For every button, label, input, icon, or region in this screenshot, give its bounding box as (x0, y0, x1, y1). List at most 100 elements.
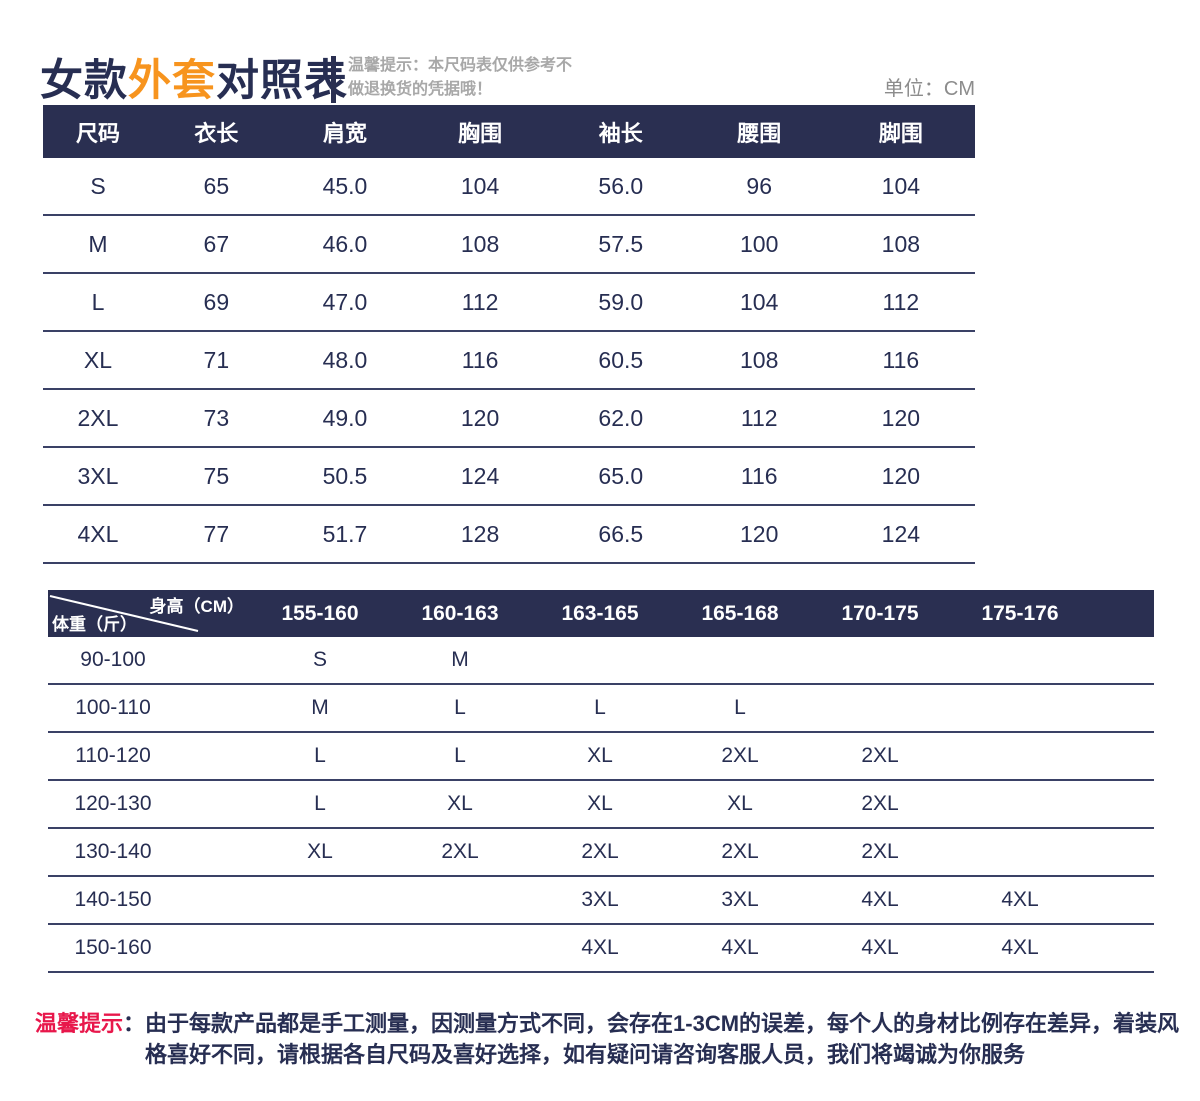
size-cell: 66.5 (598, 520, 644, 547)
size-cell: 120 (740, 520, 779, 547)
size-cell: 69 (203, 288, 230, 315)
hw-header-cell: 170-175 (841, 601, 919, 625)
hw-size-cell: XL (587, 792, 613, 815)
size-cell: 65 (203, 172, 230, 199)
footer-note: 温馨提示： 由于每款产品都是手工测量，因测量方式不同，会存在1-3CM的误差，每… (35, 1008, 1185, 1070)
hw-size-cell: L (454, 696, 466, 719)
hw-size-cell: 3XL (721, 888, 759, 911)
hw-weight-label: 90-100 (80, 648, 146, 671)
size-table-row: L 69 47.0 112 59.0 104 112 (43, 274, 975, 332)
size-header-cell: 胸围 (458, 120, 503, 146)
hw-weight-label: 150-160 (74, 936, 152, 959)
hw-table-row: 100-110 M L L L (48, 685, 1154, 733)
size-cell: 104 (740, 288, 779, 315)
size-cell: L (91, 288, 105, 315)
hw-size-cell: L (454, 744, 466, 767)
size-cell: 47.0 (322, 288, 368, 315)
hw-size-cell: S (312, 648, 327, 671)
size-cell: 75 (203, 462, 230, 489)
size-cell: 112 (461, 288, 499, 315)
size-table-row: 2XL 73 49.0 120 62.0 112 120 (43, 390, 975, 448)
size-cell: 51.7 (322, 520, 368, 547)
hw-corner-cell: 身高（CM） 体重（斤） (48, 590, 250, 637)
size-cell: 104 (881, 172, 921, 199)
size-cell: 60.5 (598, 346, 644, 373)
corner-label-weight: 体重（斤） (52, 615, 137, 634)
footer-label-wrap: 温馨提示： (35, 1008, 145, 1070)
hw-size-cell: L (314, 792, 326, 815)
title-part-women: 女款 (40, 57, 128, 105)
size-table-row: M 67 46.0 108 57.5 100 108 (43, 216, 975, 274)
size-cell: 73 (203, 404, 230, 431)
size-cell: 46.0 (322, 230, 368, 257)
header-tip-line2: 做退换货的凭据哦！ (348, 81, 493, 98)
hw-size-cell: 2XL (861, 840, 899, 863)
size-cell: 104 (460, 172, 500, 199)
size-cell: 56.0 (598, 172, 644, 199)
size-table: 尺码 衣长 肩宽 胸围 袖长 腰围 脚围 S 65 45.0 104 56.0 96 104 M 67 46.… (43, 105, 975, 564)
hw-table-row: 90-100 S M (48, 637, 1154, 685)
hw-weight-label: 140-150 (74, 888, 152, 911)
hw-table-body: 90-100 S M 100-110 M L L L 110-120 L L XL 2XL 2XL 120-… (48, 637, 1154, 973)
hw-size-cell: XL (587, 744, 613, 767)
size-header-cell: 衣长 (194, 120, 239, 146)
size-cell: 59.0 (598, 288, 644, 315)
size-cell: M (88, 230, 108, 257)
footer-text-line2: 格喜好不同，请根据各自尺码及喜好选择，如有疑问请咨询客服人员，我们将竭诚为你服务 (145, 1042, 1026, 1067)
hw-header-cell: 160-163 (421, 601, 499, 625)
title-part-chart: 对照表 (216, 57, 348, 105)
size-cell: 57.5 (598, 230, 644, 257)
size-cell: 116 (740, 462, 778, 489)
hw-size-cell: 2XL (441, 840, 479, 863)
size-cell: 50.5 (322, 462, 368, 489)
hw-size-cell: 2XL (721, 840, 759, 863)
size-header-cell: 腰围 (737, 120, 782, 146)
size-cell: 116 (461, 346, 499, 373)
diagonal-line (49, 595, 199, 632)
hw-weight-label: 130-140 (74, 840, 152, 863)
hw-table-row: 110-120 L L XL 2XL 2XL (48, 733, 1154, 781)
header-tip-line1: 温馨提示：本尺码表仅供参考不 (348, 57, 573, 74)
size-cell: 120 (881, 404, 921, 431)
size-header-cell: 尺码 (75, 120, 120, 146)
hw-size-cell: 4XL (1001, 888, 1039, 911)
hw-header-cell: 163-165 (561, 601, 639, 625)
footer-text-line1: 由于每款产品都是手工测量，因测量方式不同，会存在1-3CM的误差，每个人的身材比… (145, 1011, 1180, 1036)
size-cell: 100 (740, 230, 779, 257)
page-title: 女款外套对照表 (40, 46, 348, 108)
size-cell: 4XL (77, 520, 119, 547)
hw-size-cell: L (314, 744, 326, 767)
size-cell: 3XL (77, 462, 119, 489)
size-cell: 62.0 (598, 404, 644, 431)
size-header-cell: 脚围 (878, 120, 923, 146)
size-cell: 108 (460, 230, 500, 257)
hw-size-cell: 2XL (721, 744, 759, 767)
hw-size-cell: L (594, 696, 606, 719)
size-cell: 71 (203, 346, 230, 373)
hw-size-cell: 4XL (721, 936, 759, 959)
size-table-row: S 65 45.0 104 56.0 96 104 (43, 158, 975, 216)
header-tip: 温馨提示：本尺码表仅供参考不 做退换货的凭据哦！ (348, 54, 572, 102)
hw-table-row: 140-150 3XL 3XL 4XL 4XL (48, 877, 1154, 925)
footer-text: 由于每款产品都是手工测量，因测量方式不同，会存在1-3CM的误差，每个人的身材比… (145, 1008, 1179, 1070)
size-table-row: XL 71 48.0 116 60.5 108 116 (43, 332, 975, 390)
tip-divider-bar (331, 56, 336, 103)
hw-table: 身高（CM） 体重（斤） 155-160 160-163 163-165 165-16… (48, 590, 1154, 973)
size-cell: 112 (740, 404, 778, 431)
hw-size-cell: 4XL (861, 888, 899, 911)
hw-size-cell: 4XL (1001, 936, 1039, 959)
size-table-row: 4XL 77 51.7 128 66.5 120 124 (43, 506, 975, 564)
hw-size-cell: 3XL (581, 888, 619, 911)
size-cell: 48.0 (322, 346, 368, 373)
size-cell: XL (83, 346, 113, 373)
hw-size-cell: XL (727, 792, 753, 815)
size-table-row: 3XL 75 50.5 124 65.0 116 120 (43, 448, 975, 506)
hw-size-cell: XL (447, 792, 473, 815)
footer-label-colon: ： (123, 1011, 146, 1036)
hw-size-cell: M (451, 648, 469, 671)
hw-table-row: 150-160 4XL 4XL 4XL 4XL (48, 925, 1154, 973)
hw-size-cell: 4XL (861, 936, 899, 959)
size-cell: 65.0 (598, 462, 644, 489)
hw-header-cell: 155-160 (281, 601, 359, 625)
